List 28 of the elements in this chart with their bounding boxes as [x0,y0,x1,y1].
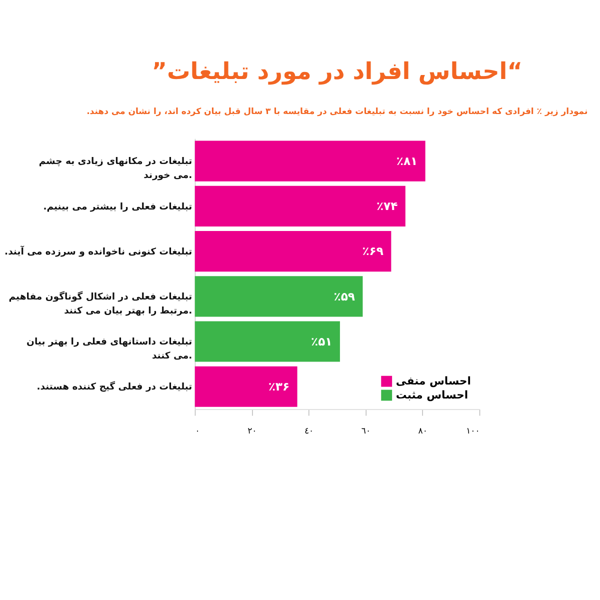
x-tick-label: ٢٠ [248,426,257,437]
bar [194,276,363,317]
data-label: ٪۶۹ [362,244,384,258]
data-label: ٪۷۴ [376,199,398,214]
bar [194,186,406,226]
y-tick-label: تبلیغات داستانهای فعلی را بهتر بیان می کنند. [26,336,192,362]
x-tick-label: ٠ [195,426,200,437]
y-tick-label: تبلیغات در مکانهای زیادی به چشم می خورند. [38,156,192,182]
data-label: ٪۳۶ [268,379,290,394]
data-label: ٪۵۱ [311,334,332,348]
chart-title: “احساس افراد در مورد تبلیغات” [152,58,522,86]
legend-label: احساس منفی [396,374,471,388]
bar [194,366,298,407]
y-tick-label: تبلیغات فعلی را بیشتر می بینیم. [43,201,192,212]
chart-subtitle: نمودار زیر ٪ افرادی که احساس خود را نسبت به تبلیغات فعلی در مقایسه با ۳ سال قبل بیان کرده اند، را نشان می دهند. [86,106,588,117]
y-tick-label: تبلیغات فعلی در اشکال گوناگون مفاهیم مرتبط را بهتر بیان می کنند. [8,290,192,316]
bar [194,231,392,272]
y-tick-label: تبلیغات کنونی ناخوانده و سرزده می آیند. [4,245,192,258]
bar [194,140,426,182]
data-label: ٪۵۹ [334,289,355,304]
y-tick-label: تبلیغات در فعلی گیج کننده هستند. [36,380,192,393]
legend-label: احساس مثبت [396,388,468,402]
x-tick-label: ٤٠ [304,426,314,437]
x-tick-label: ٦٠ [361,426,371,437]
bar [194,321,340,362]
x-tick-label: ٨٠ [418,426,428,437]
x-tick-label: ١٠٠ [466,426,480,437]
data-label: ٪۸۱ [396,154,418,168]
